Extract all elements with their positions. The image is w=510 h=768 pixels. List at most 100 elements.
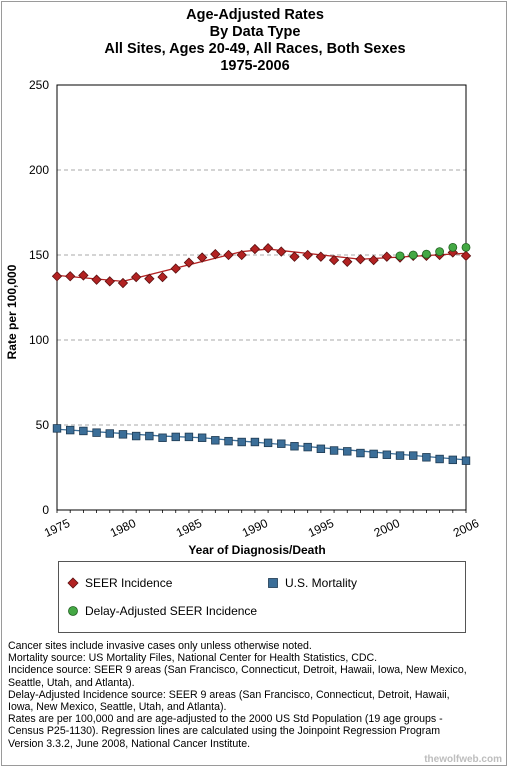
chart-plot: Rate per 100,000 Year of Diagnosis/Death…	[5, 78, 481, 557]
note-line: Census P25-1130). Regression lines are c…	[8, 725, 441, 738]
data-point-seer-incidence	[91, 274, 102, 285]
data-point-us-mortality	[118, 430, 128, 439]
data-point-seer-incidence	[170, 263, 181, 274]
data-point-seer-incidence	[262, 243, 274, 254]
data-point-us-mortality	[79, 426, 88, 436]
data-point-delay-adjusted	[435, 247, 445, 257]
data-point-seer-incidence	[315, 251, 327, 262]
y-tick-label: 100	[29, 333, 49, 347]
data-point-us-mortality	[409, 451, 418, 460]
data-point-seer-incidence	[223, 249, 234, 261]
data-point-seer-incidence	[249, 243, 261, 255]
data-point-seer-incidence	[460, 250, 472, 262]
legend-label: SEER Incidence	[85, 576, 173, 590]
note-line: Version 3.3.2, June 2008, National Cance…	[8, 737, 251, 750]
data-point-seer-incidence	[355, 254, 366, 265]
note-line: Delay-Adjusted Incidence source: SEER 9 …	[8, 688, 450, 701]
legend-label: U.S. Mortality	[285, 576, 358, 590]
data-point-us-mortality	[184, 432, 194, 442]
watermark: thewolfweb.com	[424, 754, 502, 765]
x-tick-label: 1975	[42, 516, 72, 540]
circle-icon	[67, 605, 79, 617]
chart-title: Age-Adjusted Rates By Data Type All Site…	[0, 7, 510, 75]
data-point-us-mortality	[131, 431, 141, 441]
data-point-seer-incidence	[117, 277, 129, 289]
data-point-seer-incidence	[302, 249, 313, 261]
title-line-4: 1975-2006	[220, 58, 290, 74]
y-tick-label: 50	[36, 418, 50, 432]
data-point-us-mortality	[237, 437, 246, 447]
data-point-us-mortality	[145, 431, 154, 441]
note-line: Rates are per 100,000 and are age-adjust…	[8, 713, 443, 726]
data-point-us-mortality	[290, 442, 299, 451]
data-point-us-mortality	[356, 448, 365, 458]
square-icon	[267, 577, 279, 589]
data-point-us-mortality	[277, 439, 286, 448]
data-point-seer-incidence	[130, 271, 142, 283]
note-line: Incidence source: SEER 9 areas (San Fran…	[8, 664, 467, 677]
data-point-us-mortality	[211, 436, 220, 445]
plot-border	[56, 84, 467, 511]
data-point-us-mortality	[422, 453, 431, 462]
data-point-us-mortality	[105, 429, 114, 438]
plot-area	[57, 85, 466, 510]
y-tick-label: 150	[29, 248, 49, 262]
data-point-us-mortality	[316, 444, 326, 453]
legend-item-seer-incidence: SEER Incidence	[67, 576, 172, 590]
data-point-seer-incidence	[276, 246, 287, 257]
data-point-us-mortality	[343, 447, 352, 456]
data-point-seer-incidence	[183, 257, 195, 268]
data-point-seer-incidence	[342, 256, 353, 267]
data-point-seer-incidence	[65, 271, 76, 282]
y-tick-label: 250	[29, 78, 49, 92]
title-line-2: By Data Type	[209, 24, 301, 40]
x-tick-label: 2000	[372, 516, 402, 540]
note-line: Mortality source: US Mortality Files, Na…	[8, 652, 378, 665]
data-point-us-mortality	[250, 437, 260, 447]
data-point-seer-incidence	[289, 251, 300, 262]
data-point-us-mortality	[435, 454, 444, 464]
x-tick-label: 1995	[306, 516, 336, 540]
data-point-seer-incidence	[381, 251, 393, 262]
data-point-delay-adjusted	[422, 249, 431, 259]
note-line: Cancer sites include invasive cases only…	[8, 640, 312, 652]
data-point-seer-incidence	[368, 254, 379, 266]
data-point-us-mortality	[369, 449, 378, 459]
x-tick-label: 1980	[108, 516, 138, 540]
data-point-us-mortality	[448, 455, 458, 465]
data-point-us-mortality	[52, 424, 62, 433]
title-line-1: Age-Adjusted Rates	[186, 7, 324, 23]
data-point-us-mortality	[263, 438, 273, 448]
data-point-seer-incidence	[157, 271, 168, 283]
data-point-seer-incidence	[196, 252, 208, 263]
data-point-us-mortality	[65, 425, 75, 435]
legend-label: Delay-Adjusted SEER Incidence	[85, 604, 258, 618]
data-point-us-mortality	[171, 432, 180, 442]
data-point-seer-incidence	[51, 271, 63, 282]
data-point-delay-adjusted	[461, 242, 471, 252]
legend-item-delay-adjusted: Delay-Adjusted SEER Incidence	[67, 604, 257, 618]
data-point-seer-incidence	[144, 273, 155, 284]
x-tick-label: 1990	[240, 516, 270, 540]
title-line-3: All Sites, Ages 20-49, All Races, Both S…	[104, 41, 406, 57]
data-point-us-mortality	[461, 456, 471, 465]
data-point-us-mortality	[329, 446, 339, 455]
chart-legend: SEER Incidence U.S. Mortality Delay-Adju…	[58, 561, 466, 633]
footnotes: Cancer sites include invasive cases only…	[8, 640, 504, 750]
x-tick-label: 1985	[174, 516, 204, 540]
data-point-seer-incidence	[210, 248, 221, 260]
data-point-delay-adjusted	[395, 251, 405, 261]
data-point-delay-adjusted	[408, 250, 418, 260]
x-tick-label: 2006	[451, 516, 481, 540]
data-point-seer-incidence	[328, 254, 340, 266]
diamond-icon	[67, 577, 79, 589]
x-axis-label: Year of Diagnosis/Death	[188, 543, 325, 557]
data-point-seer-incidence	[236, 249, 247, 261]
data-point-delay-adjusted	[448, 242, 458, 252]
data-point-us-mortality	[158, 433, 167, 442]
data-point-us-mortality	[197, 433, 207, 442]
data-point-us-mortality	[382, 450, 392, 459]
note-line: Iowa, New Mexico, Seattle, Utah, and Atl…	[8, 701, 227, 714]
data-point-seer-incidence	[78, 270, 89, 281]
data-point-seer-incidence	[104, 276, 115, 287]
